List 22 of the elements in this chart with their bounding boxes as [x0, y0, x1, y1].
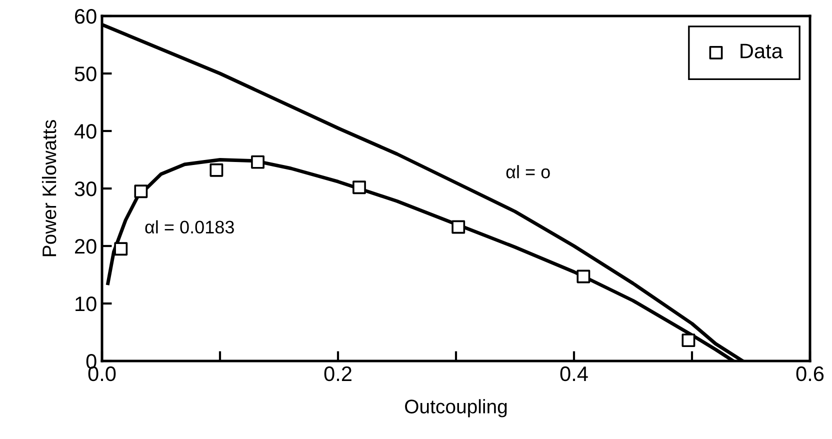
y-tick-label: 30 — [74, 182, 96, 196]
point — [251, 155, 264, 169]
point — [576, 270, 590, 284]
y-tick-label: 40 — [74, 124, 96, 139]
y-tick-label: 50 — [74, 66, 96, 82]
x-tick-label: 0.6 — [796, 366, 824, 382]
point — [210, 163, 224, 177]
y-axis-title: Power Kilowatts — [42, 120, 56, 256]
point — [352, 180, 366, 194]
point — [134, 184, 148, 198]
y-tick-label: 20 — [75, 239, 96, 254]
annotation: αl = o — [506, 165, 550, 178]
point — [114, 242, 128, 256]
annotation: αl = 0.0183 — [145, 220, 234, 234]
point — [682, 334, 696, 348]
y-tick-label: 60 — [75, 9, 96, 24]
point — [452, 220, 466, 234]
x-axis-title: Outcoupling — [405, 399, 507, 418]
x-tick-label: 0.2 — [324, 366, 352, 382]
x-tick-label: 0.4 — [560, 366, 588, 382]
legend-label: Data — [740, 44, 783, 58]
y-tick-label: 10 — [76, 296, 96, 312]
